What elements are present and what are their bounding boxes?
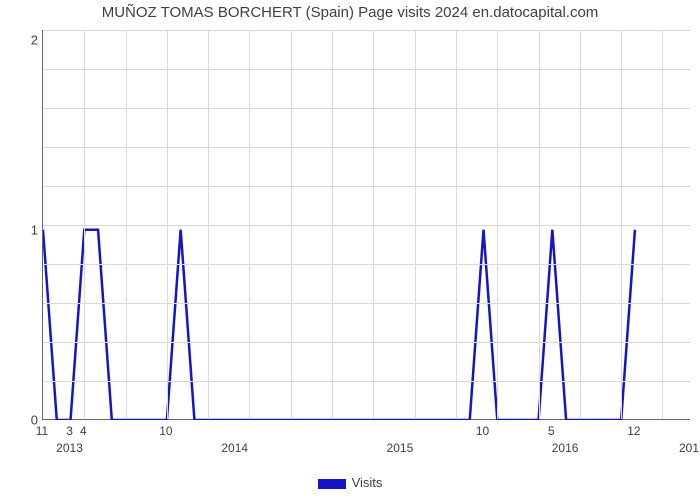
grid-h-line [43, 381, 690, 382]
grid-v-line [332, 30, 333, 419]
grid-h-line [43, 264, 690, 265]
grid-v-line [497, 30, 498, 419]
grid-h-line [43, 342, 690, 343]
x-year-label: 201 [679, 441, 699, 455]
grid-h-line [43, 225, 690, 226]
visits-line [43, 230, 635, 420]
x-tick-label: 11 [36, 424, 48, 438]
plot-area [42, 30, 690, 420]
x-tick-label: 4 [80, 424, 87, 438]
grid-v-line [373, 30, 374, 419]
x-year-label: 2016 [552, 441, 579, 455]
x-year-label: 2015 [387, 441, 414, 455]
x-tick-label: 12 [627, 424, 640, 438]
grid-v-line [126, 30, 127, 419]
x-tick-label: 3 [66, 424, 73, 438]
chart-title: MUÑOZ TOMAS BORCHERT (Spain) Page visits… [0, 4, 700, 21]
grid-v-line [456, 30, 457, 419]
grid-v-line [621, 30, 622, 419]
grid-v-line [415, 30, 416, 419]
grid-h-line [43, 147, 690, 148]
grid-h-line [43, 108, 690, 109]
x-year-label: 2013 [56, 441, 83, 455]
x-year-label: 2014 [221, 441, 248, 455]
chart-container: MUÑOZ TOMAS BORCHERT (Spain) Page visits… [0, 0, 700, 500]
grid-v-line [208, 30, 209, 419]
grid-v-line [167, 30, 168, 419]
x-tick-label: 10 [159, 424, 172, 438]
grid-h-line [43, 186, 690, 187]
y-tick-label: 2 [20, 32, 38, 47]
x-tick-label: 10 [476, 424, 489, 438]
grid-v-line [291, 30, 292, 419]
grid-v-line [662, 30, 663, 419]
grid-h-line [43, 69, 690, 70]
grid-v-line [539, 30, 540, 419]
grid-v-line [249, 30, 250, 419]
legend: Visits [0, 475, 700, 490]
grid-h-line [43, 303, 690, 304]
x-tick-label: 5 [548, 424, 555, 438]
legend-swatch [318, 479, 346, 489]
grid-h-line [43, 30, 690, 31]
y-tick-label: 1 [20, 222, 38, 237]
legend-label: Visits [352, 475, 383, 490]
grid-v-line [84, 30, 85, 419]
grid-v-line [580, 30, 581, 419]
